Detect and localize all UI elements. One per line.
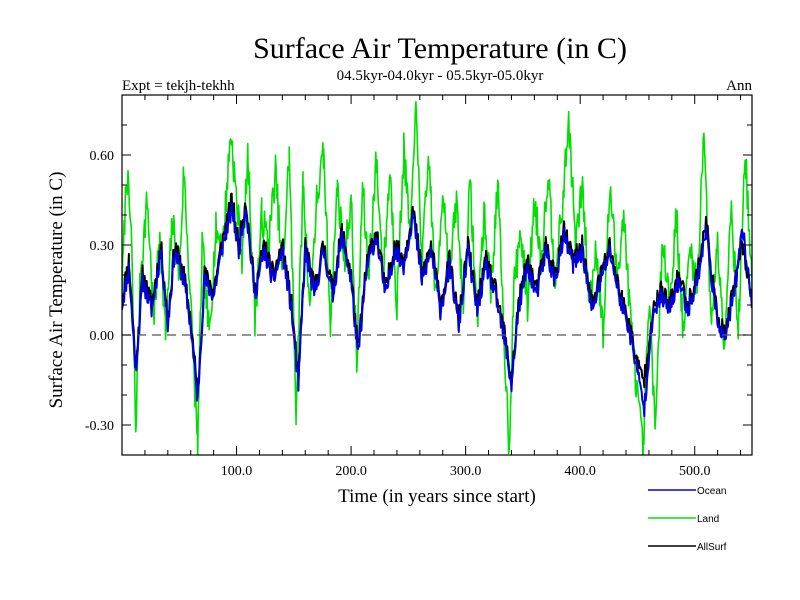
axes-layer: 100.0 200.0 300.0 400.0 500.0 -0.30 0.00 0.30 0.… bbox=[85, 94, 753, 479]
legend: Ocean Land AllSurf bbox=[648, 486, 727, 553]
series-layer bbox=[122, 100, 752, 455]
y-tick-label: 0.60 bbox=[90, 149, 115, 164]
chart-title: Surface Air Temperature (in C) bbox=[253, 32, 627, 65]
y-tick-label: 0.30 bbox=[90, 239, 115, 254]
chart-subtitle: 04.5kyr-04.0kyr - 05.5kyr-05.0kyr bbox=[337, 68, 544, 84]
x-tick-label: 200.0 bbox=[335, 464, 367, 479]
season-label: Ann bbox=[726, 78, 752, 94]
x-axis-label: Time (in years since start) bbox=[338, 486, 536, 507]
legend-label-ocean: Ocean bbox=[697, 486, 726, 497]
x-tick-label: 500.0 bbox=[679, 464, 711, 479]
experiment-label: Expt = tekjh-tekhh bbox=[122, 78, 235, 94]
x-tick-label: 100.0 bbox=[221, 464, 253, 479]
legend-label-allsurf: AllSurf bbox=[697, 542, 727, 553]
x-tick-label: 300.0 bbox=[450, 464, 482, 479]
y-tick-label: 0.00 bbox=[90, 329, 115, 344]
series-line-land bbox=[122, 100, 752, 455]
series-line-ocean bbox=[122, 202, 752, 418]
y-axis-label: Surface Air Temperature (in C) bbox=[46, 172, 67, 409]
x-tick-label: 400.0 bbox=[564, 464, 596, 479]
series-line-allsurf bbox=[122, 192, 752, 397]
y-tick-label: -0.30 bbox=[85, 419, 114, 434]
legend-label-land: Land bbox=[697, 514, 719, 525]
